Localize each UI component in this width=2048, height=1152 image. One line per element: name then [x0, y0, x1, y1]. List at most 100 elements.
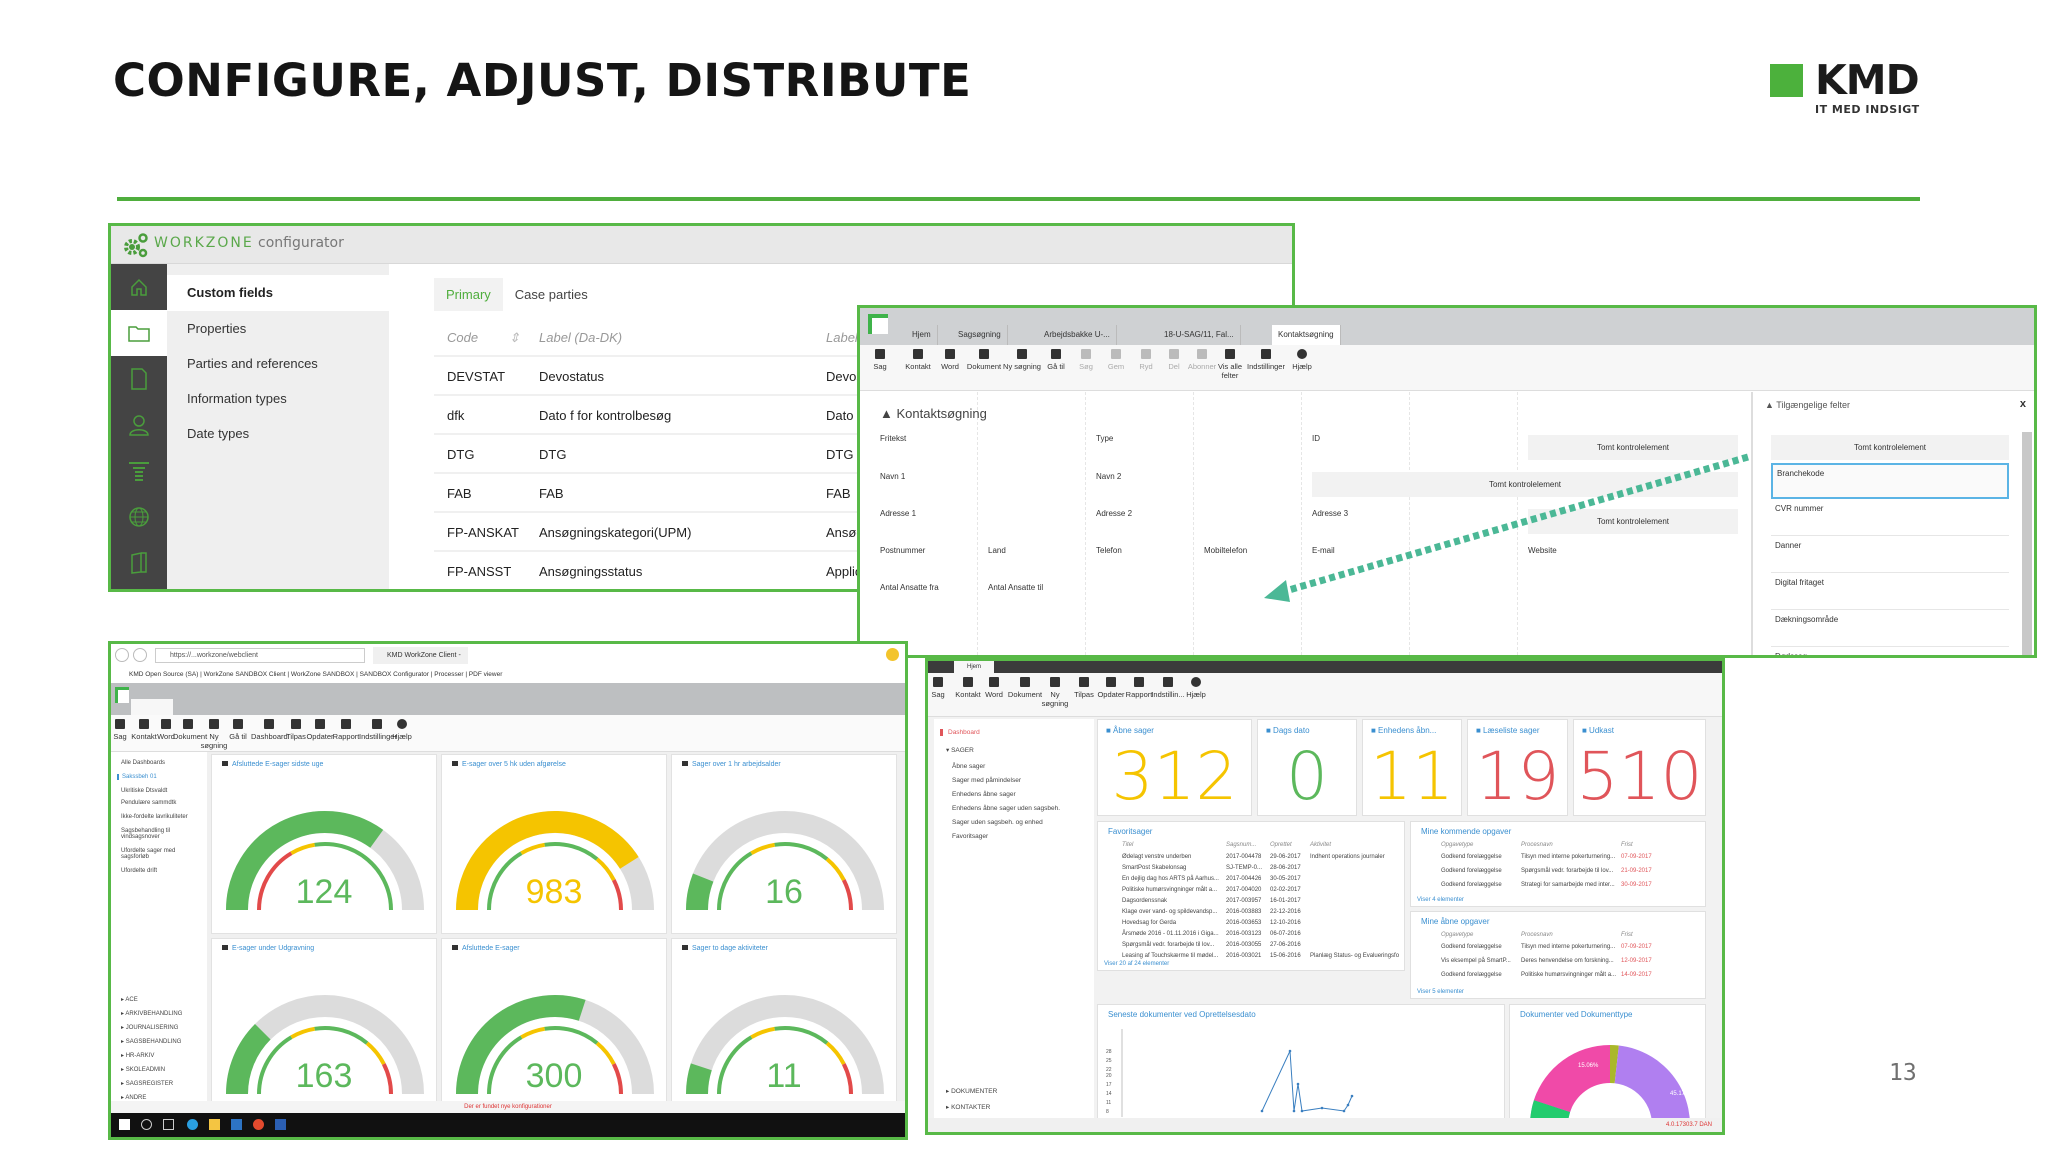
ribbon-button[interactable]: Kontakt — [952, 677, 984, 699]
ribbon-button[interactable]: Gå til — [223, 719, 253, 741]
col-header[interactable]: Titel — [1122, 842, 1134, 848]
ribbon-button[interactable]: Word — [151, 719, 181, 741]
explorer-icon[interactable] — [209, 1119, 220, 1130]
empty-control[interactable]: Tomt kontrolelement — [1312, 472, 1738, 497]
close-icon[interactable]: x — [2019, 398, 2026, 410]
list-row[interactable]: Ødelagt venstre underben 2017-004478 29-06… — [1098, 852, 1390, 866]
ribbon-button[interactable]: Opdater — [305, 719, 335, 741]
ribbon-ryd[interactable]: Ryd — [1126, 349, 1166, 371]
list-row[interactable]: Politiske humørsvingninger målt a... 2017… — [1098, 885, 1390, 899]
ribbon-indstillinger[interactable]: Indstillinger — [1246, 349, 1286, 371]
nav-item[interactable]: Alle Dashboards — [121, 760, 166, 766]
col-header[interactable]: Procesnavn — [1521, 842, 1553, 848]
rail-user[interactable] — [111, 402, 167, 448]
gauge-title[interactable]: Sager to dage aktiviteter — [682, 945, 768, 952]
nav-item[interactable]: Ikke-fordelte lavrikuliteter — [121, 814, 188, 820]
ribbon-button[interactable]: Tilpas — [281, 719, 311, 741]
col-header[interactable]: Sagsnum... — [1226, 842, 1257, 848]
ribbon-ga-til[interactable]: Gå til — [1036, 349, 1076, 371]
list-row[interactable]: Dagsordenssnak 2017-003957 16-01-2017 — [1098, 896, 1390, 910]
tab-hjem[interactable] — [131, 699, 173, 715]
rail-book[interactable] — [111, 540, 167, 586]
empty-control[interactable]: Tomt kontrolelement — [1528, 435, 1738, 460]
tab-kontaktsogning[interactable]: Kontaktsøgning — [1272, 325, 1341, 345]
nav-group[interactable]: ▸ SAGSBEHANDLING — [121, 1039, 182, 1045]
field-branchekode[interactable]: Branchekode — [1771, 463, 2009, 499]
ribbon-del[interactable]: Del — [1154, 349, 1194, 371]
field-id[interactable]: ID — [1312, 434, 1320, 443]
menu-parties-references[interactable]: Parties and references — [187, 356, 318, 371]
nav-group[interactable]: ▸ SAGSREGISTER — [121, 1081, 174, 1087]
nav-group[interactable]: ▸ ACE — [121, 997, 138, 1003]
field-mobiltelefon[interactable]: Mobiltelefon — [1204, 546, 1248, 555]
field-danner[interactable]: Danner — [1771, 537, 2009, 573]
ribbon-button[interactable]: Word — [978, 677, 1010, 699]
nav-item[interactable]: Pendulære sammdtk — [121, 800, 177, 806]
forward-icon[interactable] — [133, 648, 147, 662]
kpi-tile[interactable]: ■ Udkast 510 — [1573, 719, 1706, 816]
ribbon-button[interactable]: Rapport — [1122, 677, 1156, 699]
nav-item[interactable]: Favoritsager — [952, 833, 989, 840]
ribbon-button[interactable]: Indstillin... — [1150, 677, 1186, 699]
nav-item[interactable]: Ufordelte sager med sagsforløb — [121, 848, 176, 860]
ribbon-button[interactable]: Dokument — [173, 719, 207, 741]
field-email[interactable]: E-mail — [1312, 546, 1335, 555]
rail-folder[interactable] — [111, 310, 167, 356]
col-header[interactable]: Procesnavn — [1521, 932, 1553, 938]
ribbon-button[interactable]: Tilpas — [1068, 677, 1100, 699]
ribbon-dokument[interactable]: Dokument — [964, 349, 1004, 371]
ribbon-button[interactable]: Rapport — [331, 719, 361, 741]
field-navn1[interactable]: Navn 1 — [880, 472, 906, 481]
ribbon-gem[interactable]: Gem — [1096, 349, 1136, 371]
menu-custom-fields[interactable]: Custom fields — [167, 275, 389, 311]
ribbon-vis-alle[interactable]: Vis alle felter — [1210, 349, 1250, 380]
ribbon-button[interactable]: Ny søgning — [199, 719, 229, 750]
gauge-title[interactable]: Afsluttede E-sager sidste uge — [222, 761, 323, 768]
ribbon-button[interactable]: Dashboard — [251, 719, 288, 741]
kpi-tile[interactable]: ■ Åbne sager 312 — [1097, 719, 1252, 816]
gauge-title[interactable]: E-sager over 5 hk uden afgørelse — [452, 761, 566, 768]
browser-tab[interactable]: KMD WorkZone Client - SA — [373, 647, 468, 676]
field-adresse1[interactable]: Adresse 1 — [880, 509, 917, 518]
ie-icon[interactable] — [187, 1119, 198, 1130]
ribbon-kontakt[interactable]: Kontakt — [898, 349, 938, 371]
ribbon-abonner[interactable]: Abonner — [1182, 349, 1222, 371]
ribbon-button[interactable]: Sag — [111, 719, 135, 741]
ribbon-button[interactable]: Sag — [928, 677, 954, 699]
gauge-title[interactable]: E-sager under Udgravning — [222, 945, 314, 952]
ribbon-button[interactable]: Hjælp — [1180, 677, 1212, 699]
tab-case-parties[interactable]: Case parties — [514, 287, 588, 302]
list-row[interactable]: Godkend forelæggelse Strategi for samarbe… — [1411, 880, 1691, 894]
list-row[interactable]: SmartPost Skabelonsag SJ-TEMP-0... 28-06-2… — [1098, 863, 1390, 877]
rail-document[interactable] — [111, 356, 167, 402]
ribbon-button[interactable]: Hjælp — [387, 719, 417, 741]
col-header[interactable]: Opgavetype — [1441, 842, 1474, 848]
nav-group[interactable]: ▸ HR-ARKIV — [121, 1053, 155, 1059]
list-row[interactable]: Hovedsag for Gerda 2016-003653 12-10-2016 — [1098, 918, 1390, 932]
tab-sagsogning[interactable]: Sagsøgning — [952, 325, 1008, 345]
list-row[interactable]: Vis eksempel på SmartP... Deres henvendel… — [1411, 956, 1691, 970]
nav-section-sager[interactable]: ▾ SAGER — [946, 747, 974, 754]
nav-item[interactable]: Sager med påmindelser — [952, 777, 1022, 784]
nav-group[interactable]: ▸ ANDRE — [121, 1095, 147, 1101]
field-type[interactable]: Type — [1096, 434, 1114, 443]
field-cvr[interactable]: CVR nummer — [1771, 500, 2009, 536]
field-land[interactable]: Land — [988, 546, 1006, 555]
kpi-tile[interactable]: ■ Læseliste sager 19 — [1467, 719, 1568, 816]
tab-sag[interactable]: 18-U-SAG/11, Fal... — [1158, 325, 1241, 345]
list-row[interactable]: En dejlig dag hos ARTS på Aarhus... 2017-… — [1098, 874, 1390, 888]
field-ansatte-fra[interactable]: Antal Ansatte fra — [880, 583, 939, 592]
nav-item[interactable]: Åbne sager — [952, 763, 986, 770]
empty-control[interactable]: Tomt kontrolelement — [1771, 435, 2009, 460]
nav-group[interactable]: ▸ KONTAKTER — [946, 1104, 991, 1111]
list-row[interactable]: Leasing af Touchskærme til mødel... 2016-… — [1098, 951, 1399, 965]
tab-primary[interactable]: Primary — [434, 278, 503, 311]
task-view-icon[interactable] — [163, 1119, 174, 1130]
ribbon-word[interactable]: Word — [930, 349, 970, 371]
nav-dashboard[interactable]: Dashboard — [940, 729, 980, 736]
col-header[interactable]: Frist — [1621, 932, 1633, 938]
ribbon-button[interactable]: Dokument — [1006, 677, 1044, 699]
word-icon[interactable] — [275, 1119, 286, 1130]
ribbon-hjaelp[interactable]: Hjælp — [1282, 349, 1322, 371]
field-postnummer[interactable]: Postnummer — [880, 546, 926, 555]
